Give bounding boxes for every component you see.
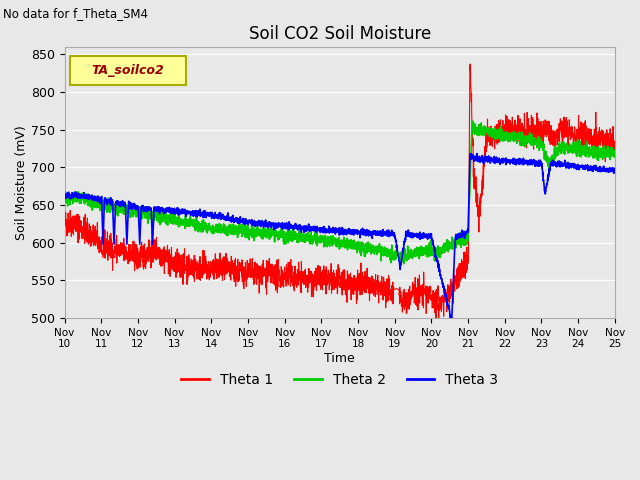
Title: Soil CO2 Soil Moisture: Soil CO2 Soil Moisture	[248, 24, 431, 43]
Text: TA_soilco2: TA_soilco2	[92, 64, 164, 77]
Legend: Theta 1, Theta 2, Theta 3: Theta 1, Theta 2, Theta 3	[175, 367, 504, 392]
X-axis label: Time: Time	[324, 352, 355, 365]
Text: No data for f_Theta_SM4: No data for f_Theta_SM4	[3, 7, 148, 20]
FancyBboxPatch shape	[70, 57, 186, 85]
Y-axis label: Soil Moisture (mV): Soil Moisture (mV)	[15, 125, 28, 240]
